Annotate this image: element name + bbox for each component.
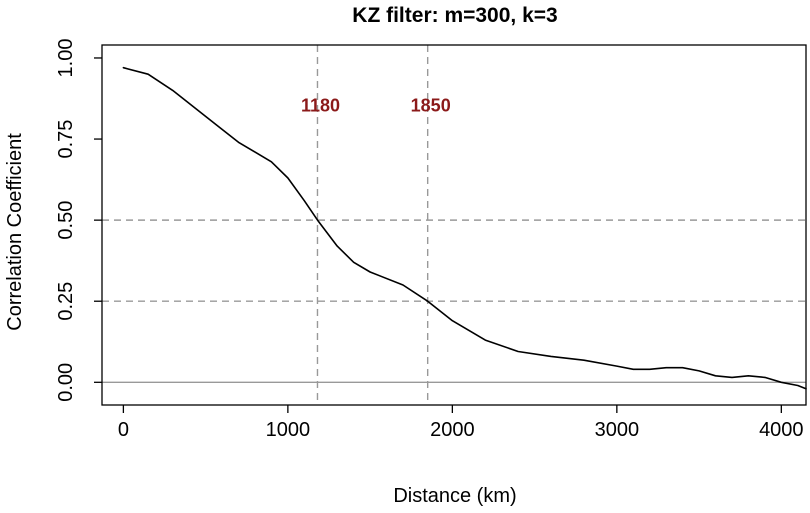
- y-tick-label: 0.00: [55, 363, 77, 402]
- plot-frame: [101, 44, 807, 406]
- y-tick-label: 0.25: [55, 282, 77, 321]
- annotation-label: 1180: [301, 96, 340, 116]
- annotation-label: 1850: [411, 96, 451, 116]
- y-tick-label: 1.00: [55, 39, 77, 78]
- x-tick-label: 1000: [266, 419, 311, 441]
- x-tick-label: 4000: [759, 419, 804, 441]
- y-tick-label: 0.50: [55, 201, 77, 240]
- plot-area: 0 1000 2000 3000 4000 0.00 0.25 0.50 0.75 1.00 118…: [55, 39, 807, 441]
- x-tick-label: 3000: [595, 419, 640, 441]
- chart-title: KZ filter: m=300, k=3: [352, 4, 557, 27]
- x-axis-label: Distance (km): [393, 485, 516, 507]
- y-axis-label: Correlation Coefficient: [4, 133, 26, 331]
- series-line-0: [122, 66, 807, 390]
- y-tick-label: 0.75: [55, 120, 77, 159]
- x-tick-label: 2000: [430, 419, 475, 441]
- x-tick-label: 0: [118, 419, 129, 441]
